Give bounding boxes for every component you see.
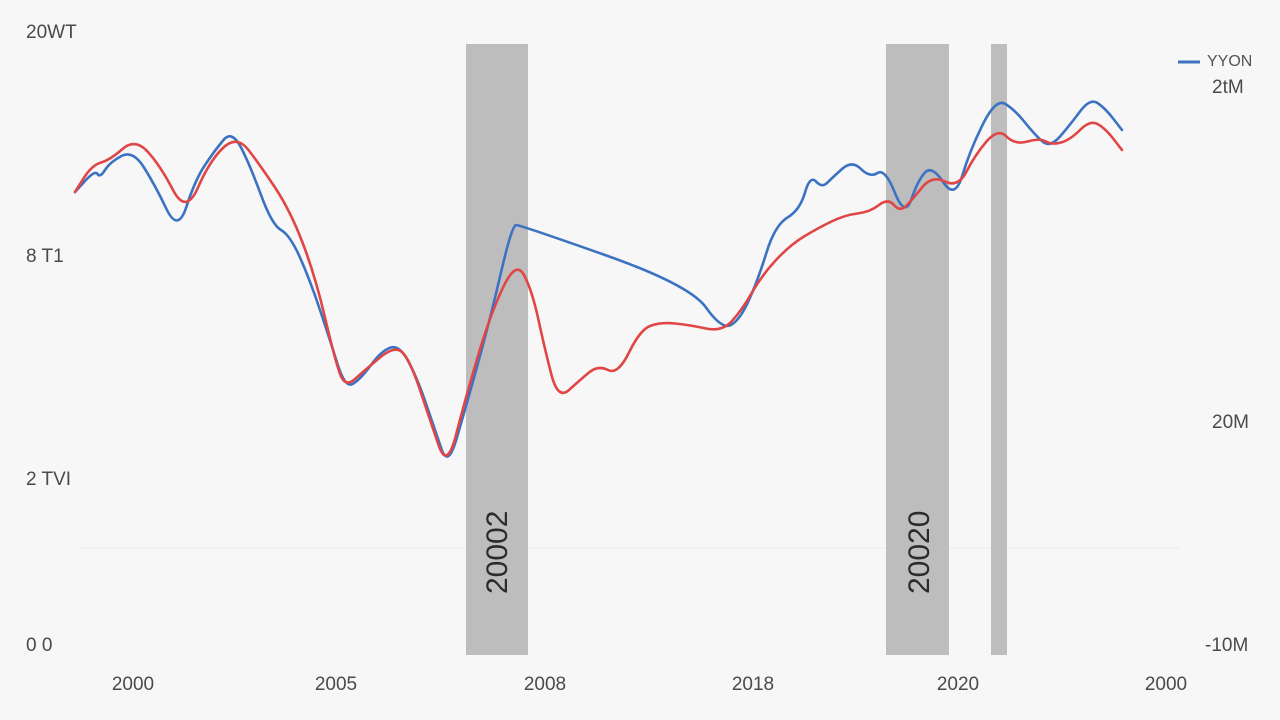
series-line-1 xyxy=(73,100,1124,458)
x-tick-4: 2018 xyxy=(732,674,774,695)
band-label-2: 20020 xyxy=(903,511,936,594)
shaded-band-2 xyxy=(886,44,949,655)
band-label-1: 20002 xyxy=(481,511,514,594)
x-tick-1: 2000 xyxy=(112,674,154,695)
shaded-band-1 xyxy=(466,44,528,655)
series-layer xyxy=(73,100,1124,458)
right-tick-1: 2tM xyxy=(1212,77,1244,98)
left-tick-2: 2 TVI xyxy=(26,469,71,490)
left-tick-1: 8 T1 xyxy=(26,246,64,267)
shaded-bands: 20002 20020 xyxy=(466,44,1007,655)
shaded-band-3 xyxy=(991,44,1007,655)
right-tick-3: -10M xyxy=(1205,635,1248,656)
x-tick-6: 2000 xyxy=(1145,674,1187,695)
x-tick-2: 2005 xyxy=(315,674,357,695)
x-tick-5: 2020 xyxy=(937,674,979,695)
legend-label: YYON xyxy=(1207,53,1252,70)
x-tick-3: 2008 xyxy=(524,674,566,695)
series-line-2 xyxy=(73,121,1124,457)
legend: YYON xyxy=(1178,53,1252,70)
left-tick-3: 0 0 xyxy=(26,635,52,656)
right-tick-2: 20M xyxy=(1212,412,1249,433)
top-left-label: 20WT xyxy=(26,22,77,43)
